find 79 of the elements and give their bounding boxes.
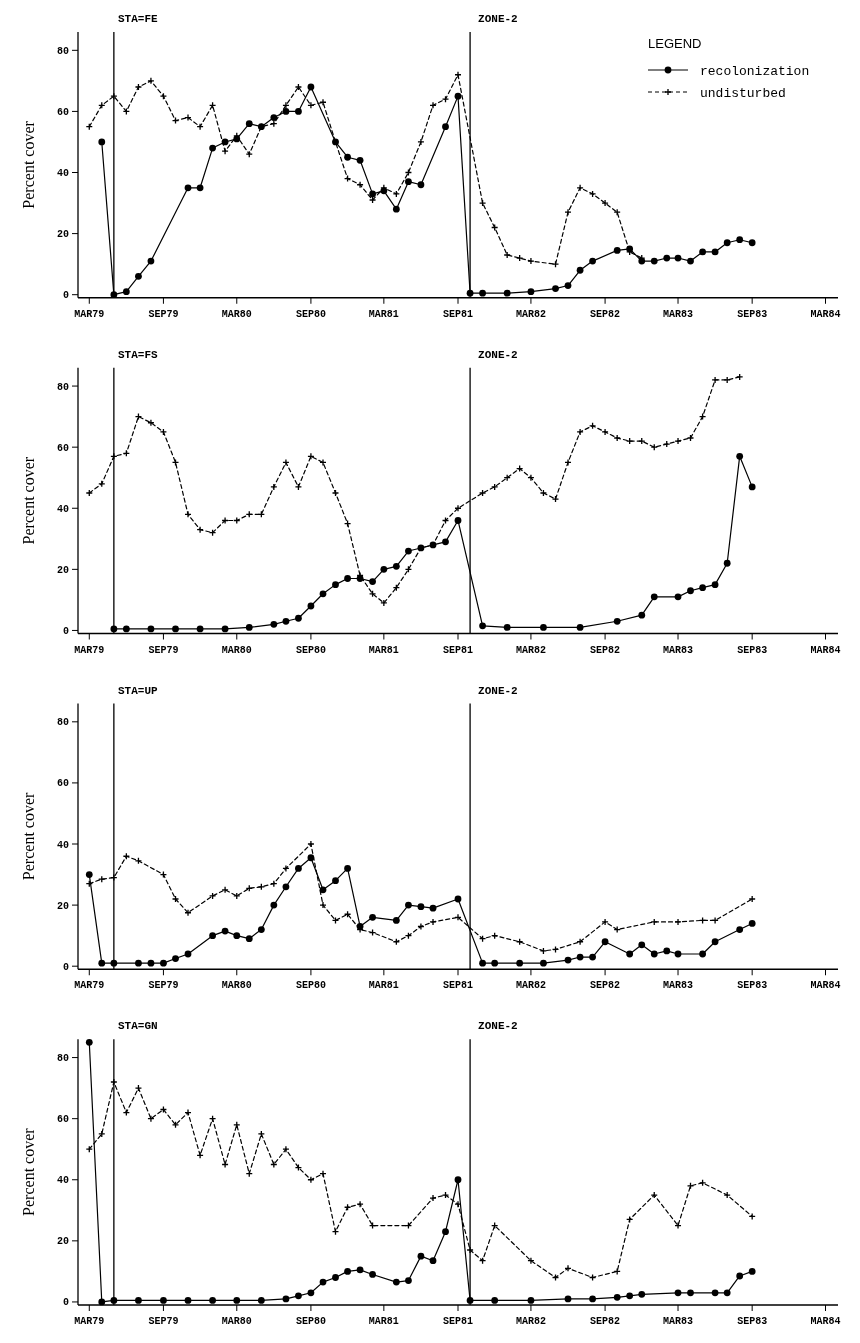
x-tick-label: MAR82 bbox=[515, 308, 546, 320]
ref-line-label: ZONE-2 bbox=[478, 348, 518, 361]
y-tick-label: 0 bbox=[62, 625, 69, 637]
x-tick-label: MAR83 bbox=[663, 308, 694, 320]
y-tick-label: 40 bbox=[56, 503, 69, 515]
y-tick-label: 20 bbox=[56, 229, 69, 241]
legend-label: recolonization bbox=[700, 63, 810, 79]
ref-line-label: ZONE-2 bbox=[478, 684, 518, 697]
x-tick-label: MAR82 bbox=[515, 644, 546, 656]
chart-title: STA=UP bbox=[118, 684, 159, 697]
x-tick-label: MAR84 bbox=[810, 1316, 841, 1327]
x-tick-label: SEP82 bbox=[590, 644, 621, 656]
x-tick-label: MAR81 bbox=[368, 1316, 399, 1327]
chart-title: STA=FS bbox=[118, 348, 159, 361]
x-tick-label: MAR79 bbox=[74, 308, 105, 320]
x-tick-label: MAR81 bbox=[368, 980, 399, 992]
y-axis-title: Percent cover bbox=[20, 1127, 37, 1216]
y-tick-label: 0 bbox=[62, 961, 69, 973]
x-tick-label: SEP81 bbox=[442, 980, 474, 992]
x-tick-label: SEP80 bbox=[295, 1316, 326, 1327]
x-tick-label: MAR84 bbox=[810, 980, 841, 992]
x-tick-label: MAR79 bbox=[74, 644, 105, 656]
y-tick-label: 0 bbox=[62, 290, 69, 302]
y-tick-label: 20 bbox=[56, 564, 69, 576]
x-tick-label: MAR83 bbox=[663, 644, 694, 656]
x-tick-label: SEP80 bbox=[295, 980, 326, 992]
x-tick-label: SEP79 bbox=[148, 644, 179, 656]
y-tick-label: 80 bbox=[56, 45, 69, 57]
x-tick-label: SEP81 bbox=[442, 644, 474, 656]
y-tick-label: 40 bbox=[56, 168, 69, 180]
legend-title: LEGEND bbox=[648, 36, 702, 51]
x-tick-label: SEP80 bbox=[295, 644, 326, 656]
ref-line-label: ZONE-2 bbox=[478, 1020, 518, 1033]
x-tick-label: MAR82 bbox=[515, 1316, 546, 1327]
y-axis-title: Percent cover bbox=[20, 456, 37, 545]
y-tick-label: 20 bbox=[56, 900, 69, 912]
x-tick-label: SEP79 bbox=[148, 980, 179, 992]
y-tick-label: 40 bbox=[56, 1175, 69, 1187]
x-tick-label: MAR79 bbox=[74, 980, 105, 992]
x-tick-label: SEP82 bbox=[590, 308, 621, 320]
x-tick-label: MAR80 bbox=[221, 308, 252, 320]
x-tick-label: MAR83 bbox=[663, 980, 694, 992]
x-tick-label: SEP82 bbox=[590, 980, 621, 992]
x-tick-label: SEP83 bbox=[737, 308, 768, 320]
x-tick-label: MAR81 bbox=[368, 644, 399, 656]
x-tick-label: MAR83 bbox=[663, 1316, 694, 1327]
y-tick-label: 60 bbox=[56, 106, 69, 118]
y-tick-label: 0 bbox=[62, 1297, 69, 1309]
x-tick-label: SEP79 bbox=[148, 308, 179, 320]
x-tick-label: MAR81 bbox=[368, 308, 399, 320]
x-tick-label: SEP82 bbox=[590, 1316, 621, 1327]
x-tick-label: MAR82 bbox=[515, 980, 546, 992]
y-tick-label: 60 bbox=[56, 442, 69, 454]
x-tick-label: MAR79 bbox=[74, 1316, 105, 1327]
y-tick-label: 80 bbox=[56, 1053, 69, 1065]
x-tick-label: MAR84 bbox=[810, 644, 841, 656]
x-tick-label: MAR80 bbox=[221, 644, 252, 656]
x-tick-label: MAR80 bbox=[221, 980, 252, 992]
y-tick-label: 60 bbox=[56, 1114, 69, 1126]
x-tick-label: SEP83 bbox=[737, 644, 768, 656]
y-tick-label: 80 bbox=[56, 381, 69, 393]
x-tick-label: SEP81 bbox=[442, 308, 474, 320]
x-tick-label: SEP83 bbox=[737, 1316, 768, 1327]
x-tick-label: SEP79 bbox=[148, 1316, 179, 1327]
y-axis-title: Percent cover bbox=[20, 120, 37, 209]
y-tick-label: 80 bbox=[56, 717, 69, 729]
x-tick-label: SEP83 bbox=[737, 980, 768, 992]
x-tick-label: SEP81 bbox=[442, 1316, 474, 1327]
y-tick-label: 40 bbox=[56, 839, 69, 851]
chart-title: STA=FE bbox=[118, 13, 159, 25]
y-axis-title: Percent cover bbox=[20, 791, 37, 881]
ref-line-label: ZONE-2 bbox=[478, 13, 518, 25]
x-tick-label: SEP80 bbox=[295, 308, 326, 320]
y-tick-label: 20 bbox=[56, 1236, 69, 1248]
y-tick-label: 60 bbox=[56, 778, 69, 790]
legend-label: undisturbed bbox=[700, 85, 786, 101]
chart-title: STA=GN bbox=[118, 1020, 158, 1033]
x-tick-label: MAR80 bbox=[221, 1316, 252, 1327]
x-tick-label: MAR84 bbox=[810, 308, 841, 320]
